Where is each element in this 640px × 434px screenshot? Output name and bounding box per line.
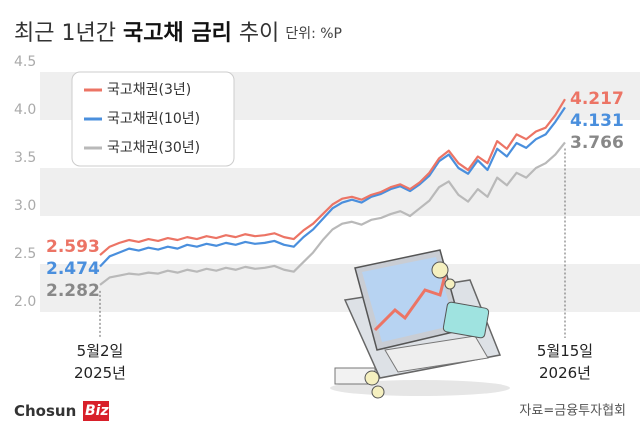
value-label: 4.217 [570, 89, 624, 109]
legend: 국고채권(3년) 국고채권(10년) 국고채권(30년) [71, 71, 235, 167]
y-tick-label: 2.5 [14, 246, 36, 262]
legend-label: 국고채권(10년) [107, 111, 200, 127]
y-tick-label: 4.5 [14, 54, 36, 70]
unit: 단위: %P [285, 26, 342, 42]
title-part: 추이 [232, 21, 279, 46]
series-line [99, 106, 566, 268]
logo-box [83, 401, 109, 421]
series-line [99, 98, 566, 256]
chart-title: 최근 1년간 국고채 금리 추이 단위: %P [14, 21, 342, 46]
value-label: 4.131 [570, 111, 624, 131]
y-tick-label: 2.0 [14, 294, 36, 310]
value-label: 2.593 [46, 237, 100, 257]
grid-band [40, 264, 640, 312]
value-label: 2.474 [46, 259, 100, 279]
logo-text: Chosun [14, 402, 76, 420]
series-line [99, 141, 566, 286]
grid-band [40, 168, 640, 216]
source: 자료=금융투자협회 [519, 404, 626, 419]
logo-text: Biz [85, 403, 109, 419]
x-tick-label: 5월2일 2025년 [74, 342, 126, 382]
laptop-illustration [330, 249, 510, 399]
y-tick-label: 3.0 [14, 198, 36, 214]
title-part: 최근 1년간 [14, 21, 123, 46]
y-tick-label: 4.0 [14, 102, 36, 118]
legend-label: 국고채권(30년) [107, 140, 200, 156]
legend-label: 국고채권(3년) [107, 82, 191, 98]
value-label: 2.282 [46, 281, 100, 301]
y-tick-label: 3.5 [14, 150, 36, 166]
logo: Chosun [14, 402, 76, 420]
title-bold: 국고채 금리 [123, 21, 232, 46]
x-tick-label: 5월15일 2026년 [536, 342, 594, 382]
value-label: 3.766 [570, 133, 624, 153]
